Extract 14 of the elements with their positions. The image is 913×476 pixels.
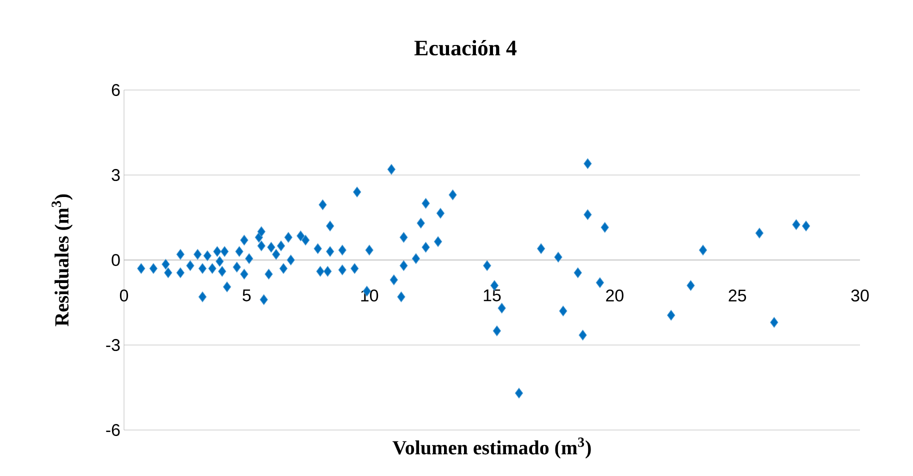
y-axis-title: Residuales (m$^{3}$) — [52, 194, 73, 326]
y-tick-label: 6 — [112, 84, 120, 96]
y-tick-label: -6 — [106, 424, 120, 436]
x-tick-label: 30 — [851, 290, 869, 302]
chart-title: Ecuación 4 — [414, 40, 517, 56]
x-axis-title: Volumen estimado (m$^{3}$) — [392, 438, 591, 458]
x-tick-label: 20 — [606, 290, 624, 302]
x-tick-label: 5 — [242, 290, 251, 302]
y-tick-label: 0 — [112, 254, 120, 266]
x-tick-label: 0 — [120, 290, 128, 302]
y-tick-label: 3 — [112, 169, 120, 181]
x-tick-label: 15 — [484, 290, 501, 302]
y-tick-label: -3 — [106, 339, 120, 351]
x-tick-label: 25 — [728, 290, 746, 302]
